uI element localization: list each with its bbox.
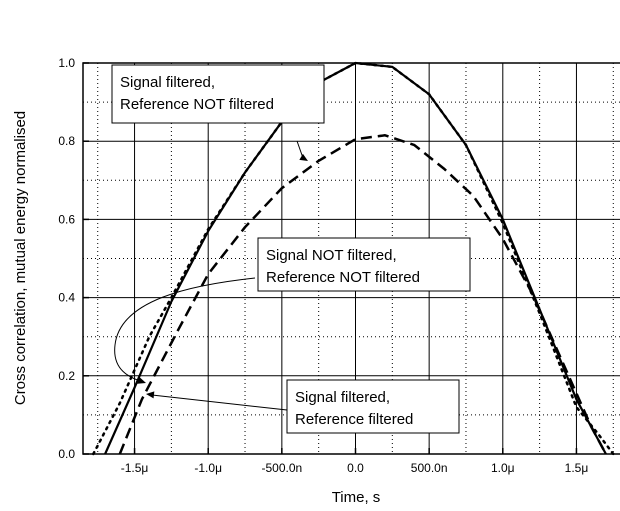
callout-arrow-2: [114, 277, 256, 383]
y-axis-title: Cross correlation, mutual energy normali…: [12, 111, 29, 405]
callout-arrow-1: [296, 140, 304, 159]
callout-arrowhead: [137, 377, 146, 384]
x-tick-label: 1.0μ: [491, 461, 515, 475]
y-tick-label: 1.0: [58, 56, 75, 70]
callout-arrow-3: [151, 394, 288, 411]
x-axis-title: Time, s: [332, 489, 381, 506]
x-tick-label: -1.0μ: [194, 461, 222, 475]
annotation-box: [111, 64, 325, 124]
annotation-text: Signal NOT filtered,: [266, 247, 397, 264]
x-tick-label: 0.0: [347, 461, 364, 475]
callout-arrowhead: [299, 153, 308, 161]
annotation-text: Reference NOT filtered: [120, 96, 274, 113]
x-tick-label: -1.5μ: [121, 461, 149, 475]
x-tick-label: 500.0n: [411, 461, 448, 475]
annotation-text: Reference NOT filtered: [266, 269, 420, 286]
y-tick-label: 0.4: [58, 291, 75, 305]
callout-arrowhead: [146, 391, 155, 399]
annotation-text: Signal filtered,: [120, 74, 215, 91]
y-tick-label: 0.8: [58, 134, 75, 148]
series-line-dashed: [118, 134, 608, 455]
y-tick-label: 0.6: [58, 212, 75, 226]
x-tick-label: 1.5μ: [565, 461, 589, 475]
axes: -1.5μ -1.0μ -500.0n 0.0 500.0n 1.0μ 1.5μ 0.0 0.2…: [58, 56, 620, 475]
annotations: Signal filtered, Reference NOT filtered Si…: [111, 64, 471, 434]
annotation-text: Signal filtered,: [295, 389, 390, 406]
annotation-text: Reference filtered: [295, 411, 413, 428]
y-tick-label: 0.2: [58, 369, 75, 383]
x-tick-label: -500.0n: [261, 461, 302, 475]
annotation-box: [286, 379, 460, 434]
y-tick-label: 0.0: [58, 447, 75, 461]
annotation-box: [257, 237, 471, 292]
